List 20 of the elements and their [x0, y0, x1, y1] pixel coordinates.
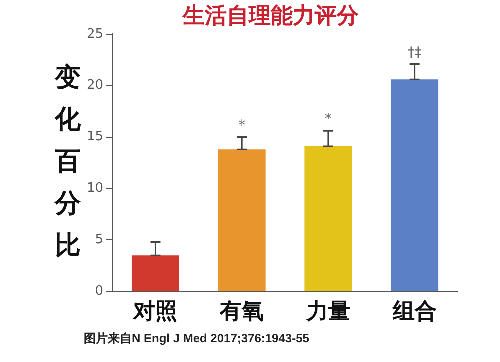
x-tick-label: 力量 [305, 300, 350, 325]
y-tick-label: 25 [86, 26, 104, 42]
annotation: †‡ [408, 44, 422, 61]
y-tick-label: 20 [86, 78, 104, 94]
bar [218, 150, 266, 292]
x-tick-label: 组合 [392, 300, 437, 325]
x-tick-label: 有氧 [219, 300, 264, 325]
y-tick-label: 15 [86, 130, 104, 145]
text: 图片来自N Engl J Med 2017;376:1943-55 [84, 331, 310, 346]
annotation: * [324, 112, 332, 128]
y-tick-label: 5 [95, 232, 104, 248]
annotation: * [238, 118, 246, 134]
bar [391, 80, 439, 292]
bar [132, 256, 180, 292]
bar [304, 146, 352, 292]
y-tick-label: 0 [95, 284, 104, 299]
x-tick-label: 对照 [132, 300, 178, 325]
chart-title: 生活自理能力评分 [182, 4, 360, 29]
y-tick-label: 10 [86, 181, 104, 196]
y-axis-title: 变化百分比 [54, 62, 82, 261]
